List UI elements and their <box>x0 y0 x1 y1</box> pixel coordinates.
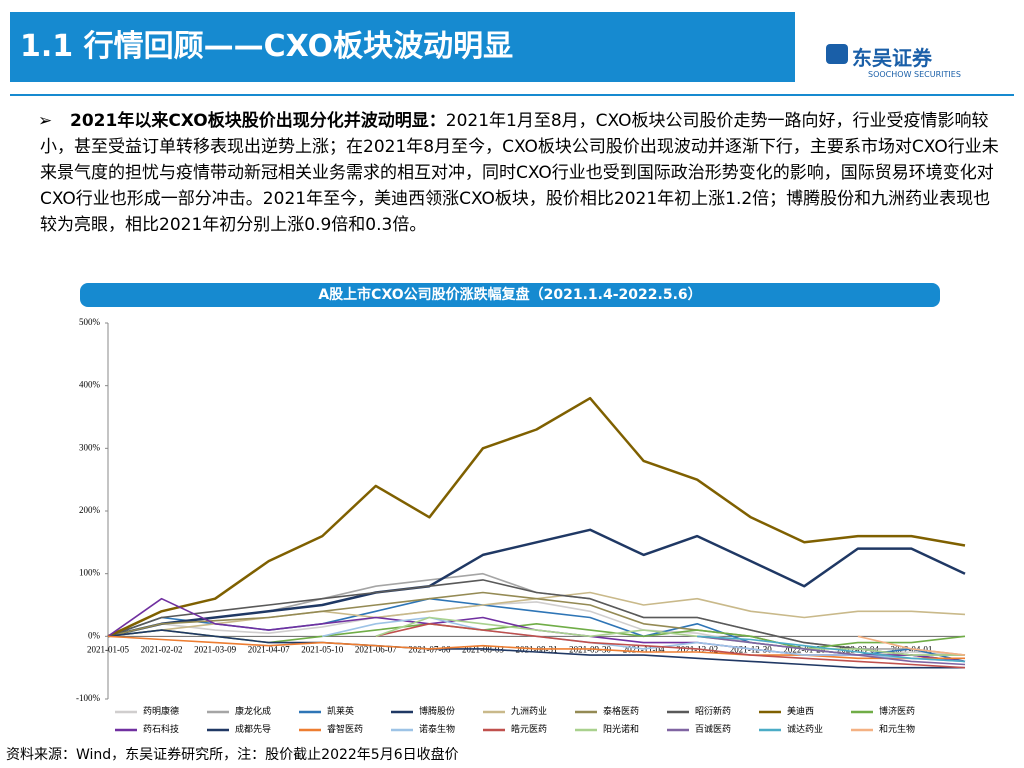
x-tick-label: 2021-01-05 <box>87 644 129 654</box>
legend-label: 阳光诺和 <box>603 723 639 734</box>
legend-label: 诚达药业 <box>787 723 823 734</box>
body-text: ➢ 2021年以来CXO板块股价出现分化并波动明显：2021年1月至8月，CXO板… <box>38 108 1005 238</box>
series-line <box>375 623 966 669</box>
divider <box>10 94 1014 96</box>
title-bar: 1.1 行情回顾——CXO板块波动明显 <box>10 12 795 82</box>
legend-label: 康龙化成 <box>235 705 271 716</box>
series-line <box>857 635 966 656</box>
source: 资料来源：Wind，东吴证券研究所，注：股价截止2022年5月6日收盘价 <box>6 747 459 763</box>
legend-label: 美迪西 <box>787 705 814 716</box>
x-tick-label: 2021-05-10 <box>301 644 343 654</box>
y-tick-label: 100% <box>79 568 101 578</box>
legend-label: 睿智医药 <box>327 723 363 734</box>
x-tick-label: 2021-06-07 <box>355 644 397 654</box>
y-tick-label: 400% <box>79 380 101 390</box>
series-line <box>107 579 966 663</box>
series-line <box>375 616 965 656</box>
legend-label: 九洲药业 <box>511 706 547 716</box>
text: 2021年1月至8月，CXO板块公司股价走势一路向好，行业受疫情影响较小，甚至受… <box>40 111 999 235</box>
chart-title: A股上市CXO公司股价涨跌幅复盘（2021.1.4-2022.5.6） <box>318 286 701 303</box>
logo: 东吴证券 <box>852 46 932 70</box>
legend-label: 药石科技 <box>143 723 179 734</box>
x-tick-label: 2021-04-07 <box>248 644 290 654</box>
x-tick-label: 2021-03-09 <box>194 644 236 654</box>
y-tick-label: 500% <box>79 317 101 327</box>
legend-label: 博腾股份 <box>419 705 455 716</box>
logo-icon <box>826 44 848 64</box>
series-line <box>107 629 965 669</box>
legend-label: 百诚医药 <box>695 723 731 734</box>
series-line <box>697 635 966 666</box>
chart-title-bar <box>80 283 940 307</box>
legend-label: 昭衍新药 <box>695 705 731 716</box>
series-line <box>697 635 966 663</box>
bullet: ➢ <box>38 111 53 131</box>
y-tick-label: 0% <box>88 630 101 640</box>
legend-label: 成都先导 <box>235 723 271 734</box>
legend-label: 诺泰生物 <box>419 723 455 734</box>
y-tick-label: 200% <box>79 505 101 515</box>
legend-label: 和元生物 <box>879 723 915 734</box>
legend-label: 药明康德 <box>143 705 179 716</box>
logo-sub: SOOCHOW SECURITIES <box>868 70 961 79</box>
bold-text: 2021年以来CXO板块股价出现分化并波动明显： <box>70 111 446 131</box>
y-tick-label: 300% <box>79 442 101 452</box>
series-line <box>107 396 966 638</box>
series-line <box>107 635 965 660</box>
legend-label: 博济医药 <box>879 705 915 716</box>
legend-label: 皓元医药 <box>511 723 547 734</box>
series-line <box>107 528 966 638</box>
legend-label: 凯莱英 <box>327 705 354 716</box>
x-tick-label: 2021-02-02 <box>141 644 183 654</box>
y-tick-label: -100% <box>76 693 100 703</box>
legend-label: 泰格医药 <box>603 705 639 716</box>
